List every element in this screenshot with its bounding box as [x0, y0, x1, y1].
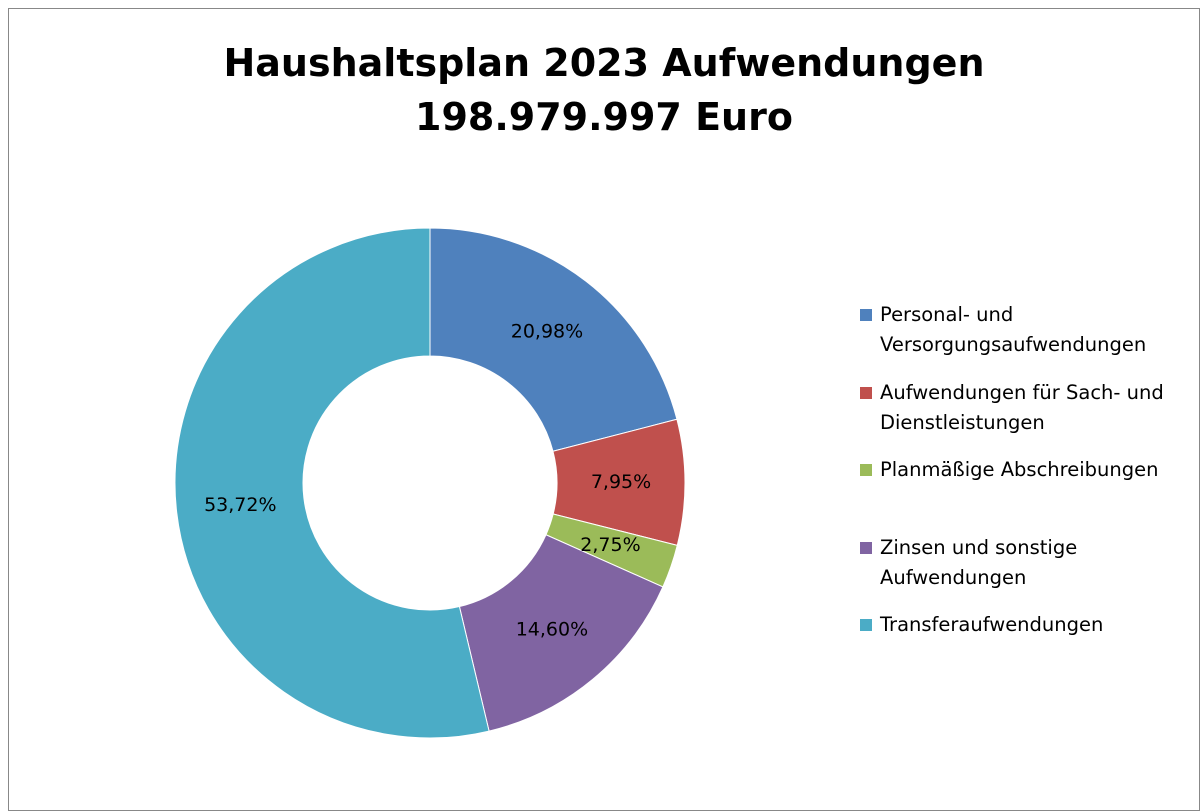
slice-label: 2,75% — [580, 534, 640, 556]
donut-slice — [174, 227, 490, 739]
legend-item: Zinsen und sonstige Aufwendungen — [860, 533, 1190, 611]
legend-label: Planmäßige Abschreibungen — [880, 458, 1159, 481]
legend-swatch — [860, 619, 872, 631]
legend-label: Aufwendungen für Sach- und Dienstleistun… — [880, 380, 1164, 434]
donut-slice — [458, 534, 664, 732]
legend-swatch — [860, 541, 872, 554]
legend-item: Planmäßige Abschreibungen — [860, 455, 1190, 533]
chart-title: Haushaltsplan 2023 Aufwendungen — [223, 41, 984, 85]
legend-swatch — [860, 309, 872, 321]
slice-label: 14,60% — [516, 619, 588, 641]
legend: Personal- und Versorgungsaufwendungen Auf… — [860, 300, 1190, 688]
legend-swatch — [860, 386, 872, 399]
legend-label: Personal- und Versorgungsaufwendungen — [880, 303, 1147, 356]
slice-label: 20,98% — [511, 321, 583, 343]
donut — [174, 227, 686, 739]
legend-item: Transferaufwendungen — [860, 610, 1190, 688]
legend-item: Aufwendungen für Sach- und Dienstleistun… — [860, 378, 1190, 456]
slice-label: 7,95% — [591, 471, 651, 493]
donut-slice — [429, 227, 678, 452]
slice-label: 53,72% — [204, 494, 276, 516]
legend-item: Personal- und Versorgungsaufwendungen — [860, 300, 1190, 378]
legend-label: Zinsen und sonstige Aufwendungen — [880, 535, 1078, 589]
chart-frame — [8, 8, 1200, 811]
legend-label: Transferaufwendungen — [880, 613, 1104, 636]
chart-subtitle: 198.979.997 Euro — [415, 95, 793, 139]
legend-swatch — [860, 464, 872, 476]
